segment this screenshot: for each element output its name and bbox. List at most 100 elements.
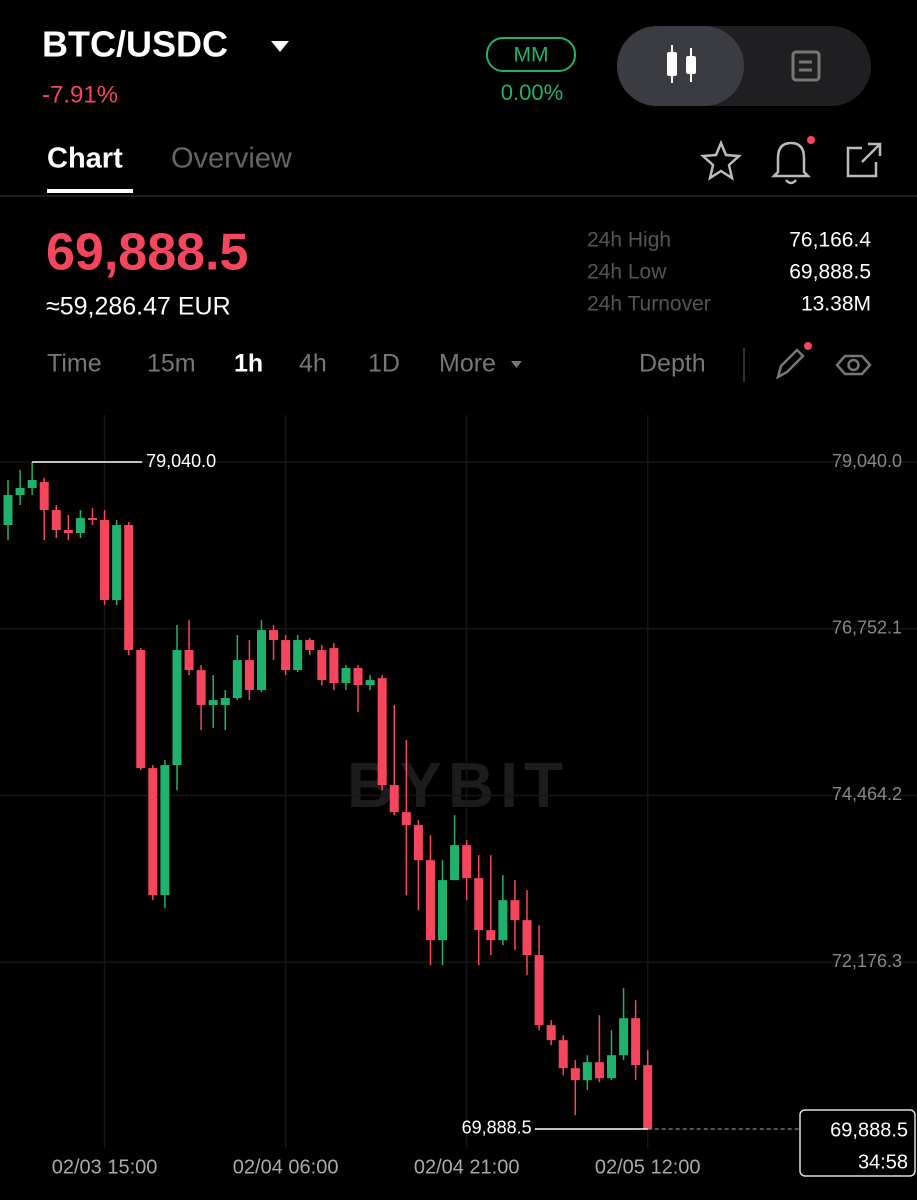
candle-body xyxy=(377,678,387,786)
candle-body xyxy=(486,930,496,941)
stat-label: 24h High xyxy=(587,229,671,252)
high-label: 79,040.0 xyxy=(146,451,216,471)
y-tick-label: 76,752.1 xyxy=(832,618,902,638)
candle-body xyxy=(462,845,472,879)
candle-body xyxy=(594,1062,604,1079)
interval[interactable]: Time xyxy=(47,350,102,378)
low-label: 69,888.5 xyxy=(462,1118,532,1138)
candle-body xyxy=(15,488,25,496)
candle-body xyxy=(208,700,218,706)
candle-body xyxy=(112,525,122,601)
candle-body xyxy=(269,630,279,641)
stat-value: 69,888.5 xyxy=(789,261,871,284)
settings-icon[interactable] xyxy=(835,354,872,376)
draw-icon[interactable] xyxy=(776,348,805,380)
x-tick-label: 02/04 06:00 xyxy=(233,1156,339,1178)
candle-body xyxy=(582,1062,592,1081)
x-tick-label: 02/03 15:00 xyxy=(52,1156,158,1178)
candle-body xyxy=(353,668,363,686)
candle-body xyxy=(631,1018,641,1066)
candle-body xyxy=(425,860,435,941)
candle-body xyxy=(558,1040,568,1069)
countdown: 34:58 xyxy=(858,1151,908,1173)
tab-chart[interactable]: Chart xyxy=(47,143,123,175)
news-icon[interactable] xyxy=(791,50,821,82)
draw-dot xyxy=(804,342,812,350)
x-tick-label: 02/05 12:00 xyxy=(595,1156,701,1178)
candle-body xyxy=(39,482,49,511)
candle-body xyxy=(474,878,484,931)
depth[interactable]: Depth xyxy=(639,350,706,378)
candle-icon xyxy=(667,45,696,83)
chart: BYBIT79,040.076,752.174,464.272,176.302/… xyxy=(0,415,917,1178)
candle-body xyxy=(256,630,266,691)
candle-body xyxy=(401,812,411,826)
candle-body xyxy=(317,650,327,681)
pair[interactable]: BTC/USDC xyxy=(42,24,228,65)
candle-body xyxy=(570,1068,580,1081)
mode-pill[interactable] xyxy=(486,37,576,72)
y-tick-label: 72,176.3 xyxy=(832,951,902,971)
candle-body xyxy=(136,650,146,769)
candle-body xyxy=(244,660,254,691)
converted-price: ≈59,286.47 EUR xyxy=(46,293,231,321)
more-dropdown[interactable] xyxy=(511,361,522,368)
candle-body xyxy=(305,640,315,651)
candle-body xyxy=(643,1065,653,1129)
candle-body xyxy=(607,1055,616,1079)
toggle-selected[interactable] xyxy=(617,26,744,106)
y-tick-label: 79,040.0 xyxy=(832,451,902,471)
candle-body xyxy=(172,650,182,766)
mode[interactable]: MM xyxy=(514,44,549,67)
candle-body xyxy=(341,668,351,684)
last-price-box xyxy=(799,1109,916,1177)
candle-body xyxy=(510,900,520,921)
candle-body xyxy=(3,495,13,526)
stat-value: 76,166.4 xyxy=(789,229,871,252)
candle-body xyxy=(27,480,37,489)
last-price: 69,888.5 xyxy=(46,224,248,282)
candle-body xyxy=(293,640,303,671)
candle-body xyxy=(450,845,460,881)
interval[interactable]: 4h xyxy=(299,350,327,378)
candle-body xyxy=(522,920,532,956)
stat-value: 13.38M xyxy=(801,293,871,316)
pair-dropdown[interactable] xyxy=(271,41,289,52)
change: -7.91% xyxy=(42,81,118,108)
tab-overview[interactable]: Overview xyxy=(171,143,293,175)
settings-icon-center xyxy=(847,358,860,372)
stat-label: 24h Low xyxy=(587,261,667,284)
alert-dot xyxy=(807,136,815,144)
candle-body xyxy=(196,670,206,706)
candle-body xyxy=(281,640,291,671)
candle-body xyxy=(63,530,73,533)
interval-selected[interactable]: 1h xyxy=(234,350,263,378)
candle-body xyxy=(413,825,423,861)
candle-body xyxy=(51,510,61,531)
candle-body xyxy=(389,785,399,813)
candle-body xyxy=(438,880,448,941)
candle-body xyxy=(365,680,375,686)
tab-underline xyxy=(47,189,133,193)
y-tick-label: 74,464.2 xyxy=(832,784,902,804)
alert-icon[interactable] xyxy=(770,141,812,185)
candle-body xyxy=(619,1018,629,1056)
candle-body xyxy=(87,518,97,521)
candle-body xyxy=(534,955,544,1026)
stat-label: 24h Turnover xyxy=(587,293,711,316)
candle-body xyxy=(498,900,508,941)
share-icon[interactable] xyxy=(846,142,882,178)
interval[interactable]: 1D xyxy=(368,350,400,378)
candle-body xyxy=(124,525,134,651)
candle-body xyxy=(329,648,339,684)
interval[interactable]: More xyxy=(439,350,496,378)
candle-body xyxy=(160,765,170,896)
interval[interactable]: 15m xyxy=(147,350,196,378)
candle-body xyxy=(232,660,242,699)
candle-body xyxy=(148,768,158,896)
favorite-icon[interactable] xyxy=(699,139,743,181)
last-price-label: 69,888.5 xyxy=(830,1119,908,1141)
